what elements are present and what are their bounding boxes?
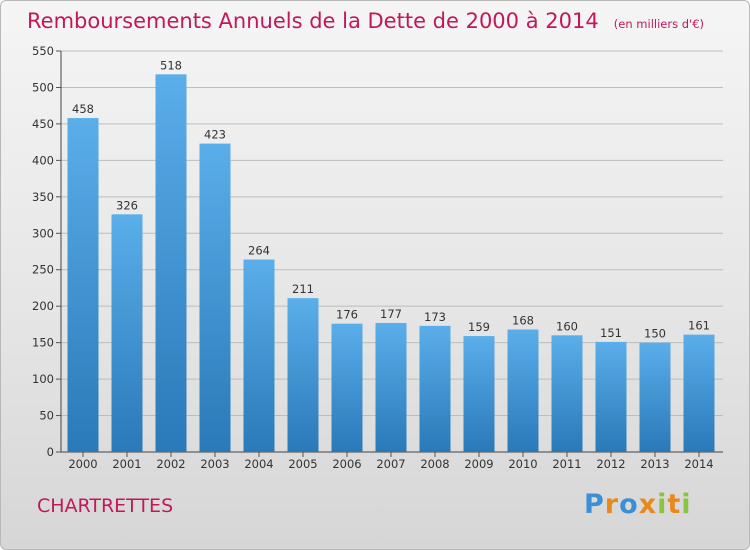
bar-2013	[639, 342, 671, 452]
y-tick-label: 550	[32, 44, 54, 58]
x-tick-label-2009: 2009	[464, 457, 493, 471]
data-label-2002: 518	[160, 58, 182, 72]
bar-2005	[287, 298, 319, 452]
data-label-2007: 177	[380, 307, 402, 321]
y-tick-label: 50	[39, 409, 54, 423]
y-tick-label: 250	[32, 263, 54, 277]
bar-2008	[419, 325, 451, 452]
data-label-2001: 326	[116, 198, 138, 212]
data-label-2003: 423	[204, 128, 226, 142]
y-tick-label: 450	[32, 117, 54, 131]
chart-subtitle: (en milliers d'€)	[613, 17, 704, 31]
chart-title-row: Remboursements Annuels de la Dette de 20…	[27, 9, 704, 33]
x-tick-label-2003: 2003	[200, 457, 229, 471]
data-label-2014: 161	[688, 319, 710, 333]
bar-2004	[243, 259, 275, 452]
data-label-2013: 150	[644, 327, 666, 341]
x-tick-label-2012: 2012	[596, 457, 625, 471]
y-tick-label: 0	[47, 445, 54, 459]
x-tick-label-2000: 2000	[68, 457, 97, 471]
data-label-2009: 159	[468, 320, 490, 334]
x-tick-label-2007: 2007	[376, 457, 405, 471]
x-tick-label-2001: 2001	[112, 457, 141, 471]
data-label-2006: 176	[336, 308, 358, 322]
bar-2009	[463, 336, 495, 452]
y-tick-label: 300	[32, 226, 54, 240]
bar-2014	[683, 334, 715, 452]
data-label-2000: 458	[72, 102, 94, 116]
y-tick-label: 150	[32, 336, 54, 350]
x-tick-label-2010: 2010	[508, 457, 537, 471]
y-tick-label: 100	[32, 372, 54, 386]
bar-2002	[155, 74, 187, 453]
x-tick-label-2002: 2002	[156, 457, 185, 471]
data-label-2010: 168	[512, 314, 534, 328]
x-tick-label-2005: 2005	[288, 457, 317, 471]
y-tick-label: 500	[32, 80, 54, 94]
bar-2011	[551, 335, 583, 452]
bar-2010	[507, 329, 539, 452]
data-label-2008: 173	[424, 310, 446, 324]
bar-2012	[595, 341, 627, 452]
x-tick-label-2011: 2011	[552, 457, 581, 471]
bar-2000	[67, 118, 99, 453]
y-tick-label: 400	[32, 153, 54, 167]
data-label-2005: 211	[292, 282, 314, 296]
bar-2001	[111, 214, 143, 452]
data-label-2011: 160	[556, 319, 578, 333]
x-tick-label-2004: 2004	[244, 457, 273, 471]
chart-title: Remboursements Annuels de la Dette de 20…	[27, 9, 599, 33]
proxiti-logo: Proxiti	[584, 489, 692, 520]
x-tick-label-2014: 2014	[684, 457, 713, 471]
bar-2003	[199, 143, 231, 452]
data-label-2012: 151	[600, 326, 622, 340]
y-tick-label: 200	[32, 299, 54, 313]
bar-2007	[375, 322, 407, 452]
commune-name: CHARTRETTES	[37, 495, 174, 517]
data-label-2004: 264	[248, 244, 270, 258]
x-tick-label-2013: 2013	[640, 457, 669, 471]
bar-2006	[331, 323, 363, 452]
x-tick-label-2008: 2008	[420, 457, 449, 471]
x-tick-label-2006: 2006	[332, 457, 361, 471]
y-tick-label: 350	[32, 190, 54, 204]
